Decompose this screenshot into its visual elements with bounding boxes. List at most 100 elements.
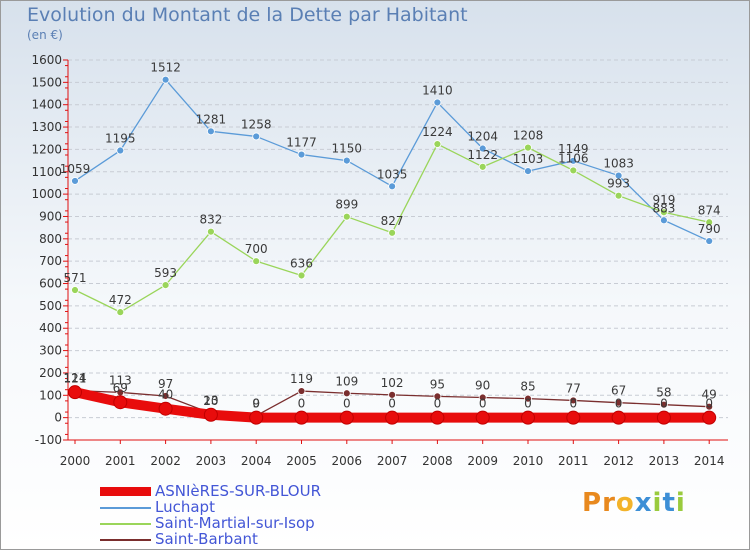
data-label: 0: [615, 397, 623, 411]
data-point: [297, 150, 306, 159]
data-label: 790: [698, 222, 721, 236]
data-point: [339, 410, 354, 425]
y-tick-label: 100: [39, 388, 62, 402]
data-label: 69: [113, 381, 128, 395]
data-label: 102: [381, 376, 404, 390]
data-point: [342, 389, 351, 398]
y-tick-label: 900: [39, 209, 62, 223]
data-label: 114: [64, 371, 87, 385]
data-point: [524, 143, 532, 152]
data-point: [433, 98, 442, 107]
data-label: 1035: [377, 167, 408, 181]
x-tick-label: 2009: [467, 454, 498, 468]
x-tick-label: 2006: [332, 454, 363, 468]
y-tick-label: 1500: [31, 75, 62, 89]
data-point: [161, 75, 170, 84]
data-point: [569, 156, 578, 165]
data-point: [158, 401, 173, 416]
data-point: [161, 392, 170, 400]
data-label: 67: [611, 384, 626, 398]
y-tick-label: 400: [39, 321, 62, 335]
data-point: [116, 308, 125, 317]
data-label: 1122: [467, 148, 498, 162]
data-point: [294, 410, 309, 425]
data-point: [569, 166, 578, 175]
data-point: [705, 218, 714, 227]
x-tick-label: 2000: [60, 454, 91, 468]
data-label: 1410: [422, 83, 453, 97]
y-tick-label: 1400: [31, 98, 62, 112]
y-tick-label: 1100: [31, 165, 62, 179]
y-tick-label: 700: [39, 254, 62, 268]
y-tick-label: 1200: [31, 142, 62, 156]
data-label: 90: [475, 379, 490, 393]
data-label: 40: [158, 388, 173, 402]
data-label: 1258: [241, 117, 272, 131]
y-tick-label: 300: [39, 344, 62, 358]
data-label: 0: [705, 397, 713, 411]
data-label: 20: [203, 394, 218, 408]
data-point: [388, 228, 397, 237]
legend-swatch: [100, 507, 151, 509]
data-label: 1083: [603, 157, 634, 171]
data-label: 109: [335, 374, 358, 388]
y-tick-label: -100: [35, 433, 62, 447]
data-point: [249, 410, 264, 425]
data-label: 1059: [60, 162, 91, 176]
logo-letter: x: [634, 488, 653, 518]
data-label: 97: [158, 377, 173, 391]
data-point: [116, 146, 125, 155]
data-point: [660, 400, 668, 409]
proxiti-logo: Proxiti: [582, 488, 686, 518]
data-label: 827: [381, 214, 404, 228]
data-point: [203, 407, 218, 422]
logo-letter: P: [582, 488, 603, 518]
y-tick-label: 1600: [31, 53, 62, 67]
legend-swatch: [100, 539, 151, 541]
data-label: 0: [298, 397, 306, 411]
data-label: 571: [64, 271, 87, 285]
data-label: 1149: [558, 142, 589, 156]
data-point: [478, 393, 487, 402]
x-tick-label: 2012: [603, 454, 634, 468]
y-tick-label: 800: [39, 232, 62, 246]
logo-letter: i: [652, 488, 663, 518]
x-tick-label: 2011: [558, 454, 589, 468]
logo-letter: t: [662, 488, 676, 518]
y-tick-label: 0: [54, 411, 62, 425]
data-point: [71, 286, 79, 294]
data-label: 0: [479, 397, 487, 411]
data-label: 874: [698, 203, 721, 217]
x-tick-label: 2004: [241, 454, 272, 468]
data-point: [388, 390, 397, 399]
legend-label: Luchapt: [155, 498, 215, 516]
data-point: [68, 385, 82, 400]
data-label: 0: [388, 397, 396, 411]
y-tick-label: 1000: [31, 187, 62, 201]
data-label: 85: [520, 380, 535, 394]
data-point: [297, 271, 306, 280]
data-label: 1177: [286, 136, 317, 150]
data-point: [430, 410, 445, 425]
legend-swatch: [100, 487, 151, 496]
data-point: [524, 167, 532, 175]
data-point: [478, 162, 487, 171]
data-point: [342, 212, 351, 221]
data-point: [566, 410, 581, 425]
data-label: 1103: [513, 152, 544, 166]
x-tick-label: 2003: [196, 454, 227, 468]
legend-swatch: [100, 523, 151, 525]
data-point: [71, 177, 79, 185]
data-point: [252, 132, 261, 141]
data-point: [705, 237, 714, 245]
data-point: [433, 392, 442, 401]
data-point: [614, 171, 623, 180]
data-point: [524, 394, 532, 403]
data-label: 1204: [467, 130, 498, 144]
data-label: 0: [524, 397, 532, 411]
data-label: 1512: [150, 61, 181, 75]
x-tick-label: 2001: [105, 454, 136, 468]
logo-letter: o: [615, 488, 635, 518]
